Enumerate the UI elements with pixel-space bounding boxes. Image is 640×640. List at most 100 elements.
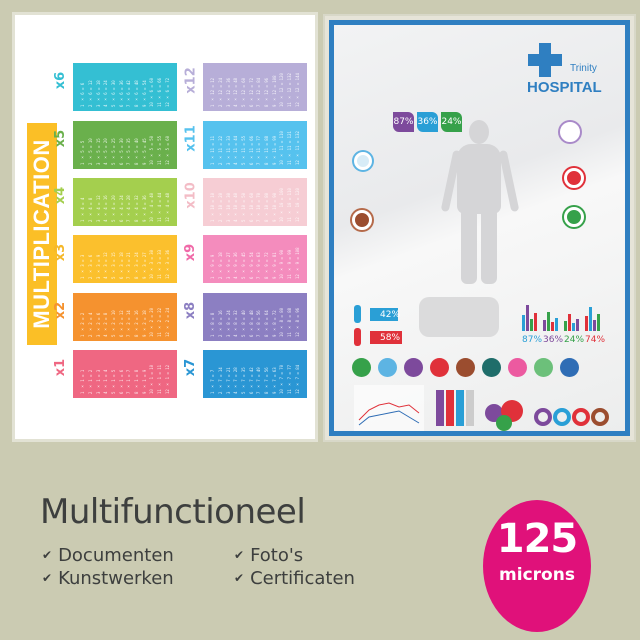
table-label: x11 (183, 124, 199, 152)
table-line: 4 × 10 = 40 (233, 192, 239, 222)
feature-item: ✔ Documenten (42, 545, 174, 566)
table-line: 12 × 10 = 120 (294, 188, 300, 222)
bar (522, 315, 525, 331)
stat-box: 87% (393, 112, 414, 132)
table-line: 2 × 10 = 20 (217, 192, 223, 222)
table-line: 12 × 11 = 132 (294, 131, 300, 165)
table-line: 7 × 12 = 84 (256, 77, 262, 107)
table-line: 1 × 10 = 10 (210, 192, 216, 222)
table-line: 7 × 8 = 56 (256, 310, 262, 337)
table-line: 8 × 6 = 48 (133, 80, 139, 107)
table-line: 11 × 9 = 99 (286, 249, 292, 279)
table-line: 2 × 11 = 22 (217, 135, 223, 165)
bar-percentage: 74% (585, 335, 606, 345)
brain-icon (404, 358, 423, 377)
table-line: 1 × 7 = 7 (210, 369, 216, 394)
feature-item: ✔ Foto's (234, 545, 304, 566)
table-line: 6 × 7 = 42 (248, 367, 254, 394)
table-line: 7 × 1 = 7 (126, 369, 132, 394)
table-line: 10 × 9 = 90 (279, 249, 285, 279)
table-line: 2 × 2 = 4 (87, 312, 93, 337)
table-line: 6 × 6 = 36 (118, 80, 124, 107)
table-line: 10 × 8 = 80 (279, 307, 285, 337)
table-line: 11 × 5 = 55 (156, 135, 162, 165)
table-line: 4 × 4 = 16 (103, 195, 109, 222)
table-line: 1 × 1 = 1 (80, 369, 86, 394)
table-line: 8 × 9 = 72 (263, 252, 269, 279)
table-line: 7 × 11 = 77 (256, 135, 262, 165)
thickness-badge: 125 microns (483, 500, 591, 632)
bar-percentage: 36% (543, 335, 564, 345)
bar (564, 321, 567, 331)
table-line: 12 × 12 = 144 (294, 73, 300, 107)
table-line: 9 × 3 = 27 (141, 252, 147, 279)
table-line: 5 × 4 = 20 (110, 195, 116, 222)
table-line: 2 × 7 = 14 (217, 367, 223, 394)
table-line: 2 × 12 = 24 (217, 77, 223, 107)
table-line: 7 × 7 = 49 (256, 367, 262, 394)
times-table-11: 1 × 11 = 11 2 × 11 = 22 3 × 11 = 33 4 × 11 … (203, 121, 307, 169)
table-line: 9 × 5 = 45 (141, 138, 147, 165)
table-line: 9 × 7 = 63 (271, 367, 277, 394)
bar (534, 313, 537, 331)
male-icon (354, 305, 361, 323)
table-label: x2 (53, 301, 69, 319)
table-label: x7 (183, 358, 199, 376)
bar (576, 319, 579, 331)
table-line: 7 × 5 = 35 (126, 138, 132, 165)
table-line: 5 × 11 = 55 (240, 135, 246, 165)
table-line: 6 × 10 = 60 (248, 192, 254, 222)
table-line: 7 × 10 = 70 (256, 192, 262, 222)
table-line: 7 × 4 = 28 (126, 195, 132, 222)
checkmark-icon: ✔ (234, 571, 245, 585)
bar (551, 322, 554, 331)
table-label: x8 (183, 301, 199, 319)
table-label: x4 (53, 186, 69, 204)
table-line: 10 × 6 = 60 (149, 77, 155, 107)
table-line: 12 × 2 = 24 (164, 307, 170, 337)
table-line: 11 × 12 = 132 (286, 73, 292, 107)
bar (589, 307, 592, 331)
liver-icon (352, 210, 372, 230)
table-line: 1 × 9 = 9 (210, 254, 216, 279)
table-line: 10 × 7 = 70 (279, 364, 285, 394)
bar (547, 312, 550, 331)
bar (572, 323, 575, 331)
table-line: 9 × 2 = 18 (141, 310, 147, 337)
table-line: 3 × 3 = 9 (95, 254, 101, 279)
lungs-icon (378, 358, 397, 377)
table-line: 9 × 8 = 72 (271, 310, 277, 337)
bar (593, 320, 596, 331)
table-line: 9 × 10 = 90 (271, 192, 277, 222)
table-line: 1 × 12 = 12 (210, 77, 216, 107)
table-line: 5 × 12 = 60 (240, 77, 246, 107)
table-label: x9 (183, 243, 199, 261)
multiplication-banner: MULTIPLICATION (27, 123, 57, 345)
table-line: 8 × 2 = 16 (133, 310, 139, 337)
bar (597, 314, 600, 331)
medical-cross-icon (528, 43, 562, 77)
bar (585, 316, 588, 331)
stat-box: 24% (441, 112, 462, 132)
table-line: 6 × 5 = 30 (118, 138, 124, 165)
bar (568, 314, 571, 331)
table-line: 4 × 11 = 44 (233, 135, 239, 165)
table-line: 12 × 5 = 60 (164, 135, 170, 165)
table-line: 12 × 8 = 96 (294, 307, 300, 337)
table-line: 4 × 8 = 32 (233, 310, 239, 337)
times-table-12: 1 × 12 = 12 2 × 12 = 24 3 × 12 = 36 4 × 12 … (203, 63, 307, 111)
stomach-icon (564, 207, 584, 227)
table-line: 1 × 5 = 5 (80, 140, 86, 165)
table-line: 4 × 1 = 4 (103, 369, 109, 394)
table-line: 7 × 6 = 42 (126, 80, 132, 107)
bar-group (564, 303, 586, 331)
stat-box: 36% (417, 112, 438, 132)
charts-strip (354, 385, 609, 431)
table-line: 1 × 2 = 2 (80, 312, 86, 337)
table-line: 11 × 2 = 22 (156, 307, 162, 337)
